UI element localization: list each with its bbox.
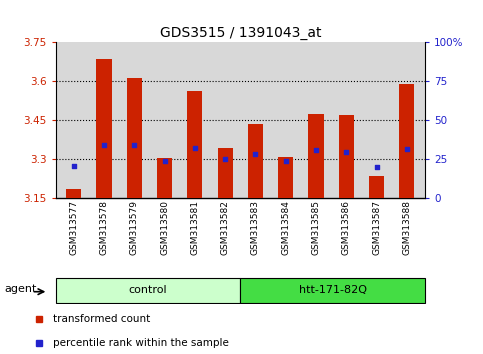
Bar bbox=[187, 91, 202, 198]
Bar bbox=[339, 115, 354, 198]
Point bbox=[342, 149, 350, 154]
Text: percentile rank within the sample: percentile rank within the sample bbox=[53, 338, 229, 348]
FancyBboxPatch shape bbox=[56, 278, 241, 303]
Text: htt-171-82Q: htt-171-82Q bbox=[298, 285, 367, 295]
Point bbox=[191, 145, 199, 150]
Point bbox=[373, 164, 381, 170]
Bar bbox=[309, 114, 324, 198]
Point bbox=[403, 146, 411, 152]
Bar bbox=[399, 84, 414, 198]
Point bbox=[312, 147, 320, 153]
Point bbox=[70, 163, 78, 169]
Bar bbox=[248, 124, 263, 198]
Bar bbox=[369, 176, 384, 198]
Point bbox=[282, 158, 290, 164]
Point bbox=[100, 142, 108, 148]
Point bbox=[161, 158, 169, 164]
Title: GDS3515 / 1391043_at: GDS3515 / 1391043_at bbox=[159, 26, 321, 40]
Bar bbox=[66, 189, 81, 198]
Text: control: control bbox=[128, 285, 167, 295]
FancyBboxPatch shape bbox=[241, 278, 425, 303]
Bar bbox=[157, 158, 172, 198]
Bar bbox=[217, 148, 233, 198]
Bar bbox=[278, 157, 293, 198]
Point bbox=[252, 151, 259, 157]
Bar bbox=[127, 78, 142, 198]
Text: agent: agent bbox=[5, 284, 37, 294]
Point bbox=[221, 156, 229, 162]
Point bbox=[130, 142, 138, 148]
Text: transformed count: transformed count bbox=[53, 314, 150, 324]
Bar bbox=[97, 59, 112, 198]
